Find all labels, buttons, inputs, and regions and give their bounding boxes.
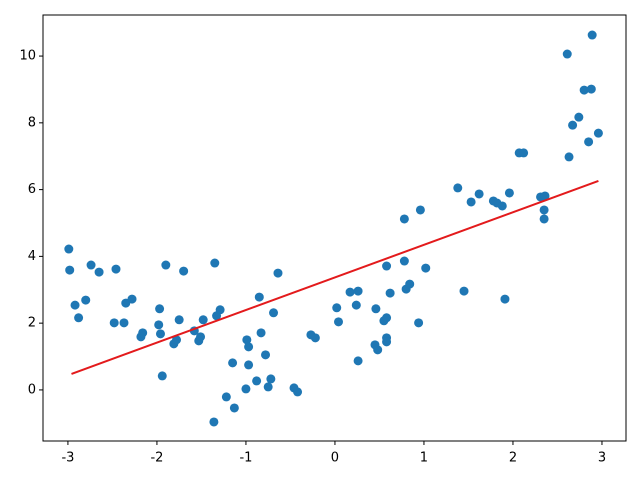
scatter-point xyxy=(504,188,514,198)
scatter-point xyxy=(198,315,208,325)
y-tick-label: 4 xyxy=(28,249,36,264)
scatter-point xyxy=(172,335,182,345)
plot-frame xyxy=(42,14,627,442)
scatter-point xyxy=(244,342,254,352)
scatter-point xyxy=(353,356,363,366)
scatter-point xyxy=(210,258,220,268)
scatter-point xyxy=(539,205,549,215)
regression-line xyxy=(71,179,599,375)
x-tick-label: 3 xyxy=(598,451,606,466)
scatter-point xyxy=(266,374,276,384)
scatter-point xyxy=(399,214,409,224)
scatter-point xyxy=(562,49,572,59)
scatter-point xyxy=(586,84,596,94)
scatter-point xyxy=(263,382,273,392)
y-tick-label: 8 xyxy=(28,115,36,130)
scatter-point xyxy=(385,288,395,298)
y-tick-label: 6 xyxy=(28,182,36,197)
scatter-point xyxy=(64,244,74,254)
x-tick-label: -3 xyxy=(61,451,74,466)
scatter-point xyxy=(415,205,425,215)
scatter-point xyxy=(351,300,361,310)
scatter-point xyxy=(382,261,392,271)
scatter-point xyxy=(242,335,252,345)
scatter-point xyxy=(373,345,383,355)
scatter-point xyxy=(497,201,507,211)
scatter-point xyxy=(539,214,549,224)
x-tick-label: -2 xyxy=(150,451,163,466)
scatter-point xyxy=(540,191,550,201)
scatter-point xyxy=(345,287,355,297)
scatter-point xyxy=(109,318,119,328)
y-tick-label: 0 xyxy=(28,382,36,397)
scatter-point xyxy=(179,266,189,276)
scatter-point xyxy=(293,387,303,397)
scatter-point xyxy=(399,256,409,266)
scatter-point xyxy=(174,315,184,325)
scatter-point xyxy=(65,265,75,275)
scatter-point xyxy=(161,260,171,270)
scatter-point xyxy=(81,295,91,305)
scatter-point xyxy=(127,294,137,304)
scatter-point xyxy=(269,308,279,318)
scatter-point xyxy=(209,417,219,427)
scatter-point xyxy=(310,333,320,343)
scatter-point xyxy=(453,183,463,193)
y-tick-label: 2 xyxy=(28,316,36,331)
scatter-point xyxy=(229,403,239,413)
scatter-point xyxy=(332,303,342,313)
scatter-point xyxy=(500,294,510,304)
scatter-point xyxy=(244,360,254,370)
scatter-point xyxy=(579,85,589,95)
scatter-point xyxy=(138,328,148,338)
scatter-point xyxy=(273,268,283,278)
scatter-point xyxy=(587,30,597,40)
x-tick-label: 2 xyxy=(509,451,517,466)
scatter-point xyxy=(154,320,164,330)
scatter-point xyxy=(254,292,264,302)
scatter-point xyxy=(261,350,271,360)
scatter-point xyxy=(228,358,238,368)
scatter-point xyxy=(215,305,225,315)
scatter-point xyxy=(593,128,603,138)
scatter-point xyxy=(382,337,392,347)
scatter-point xyxy=(221,392,231,402)
scatter-point xyxy=(474,189,484,199)
scatter-point xyxy=(86,260,96,270)
x-tick-label: 1 xyxy=(420,451,428,466)
scatter-point xyxy=(371,304,381,314)
scatter-point xyxy=(519,148,529,158)
scatter-point xyxy=(256,328,266,338)
scatter-point xyxy=(94,267,104,277)
scatter-point xyxy=(196,332,206,342)
scatter-point xyxy=(568,120,578,130)
scatter-point xyxy=(382,313,392,323)
scatter-point xyxy=(574,112,584,122)
scatter-point xyxy=(459,286,469,296)
scatter-point xyxy=(241,384,251,394)
scatter-point xyxy=(74,313,84,323)
scatter-point xyxy=(466,197,476,207)
y-tick-label: 10 xyxy=(19,49,36,64)
x-tick-label: -1 xyxy=(239,451,252,466)
scatter-point xyxy=(584,137,594,147)
scatter-point xyxy=(353,286,363,296)
scatter-point xyxy=(119,318,129,328)
x-tick-label: 0 xyxy=(331,451,339,466)
scatter-point xyxy=(155,329,165,339)
scatter-point xyxy=(111,264,121,274)
scatter-point xyxy=(157,371,167,381)
scatter-point xyxy=(334,317,344,327)
scatter-point xyxy=(405,279,415,289)
scatter-point xyxy=(414,318,424,328)
scatter-point xyxy=(70,300,80,310)
scatter-point xyxy=(252,376,262,386)
scatter-point xyxy=(155,304,165,314)
scatter-point xyxy=(564,152,574,162)
scatter-point xyxy=(421,263,431,273)
